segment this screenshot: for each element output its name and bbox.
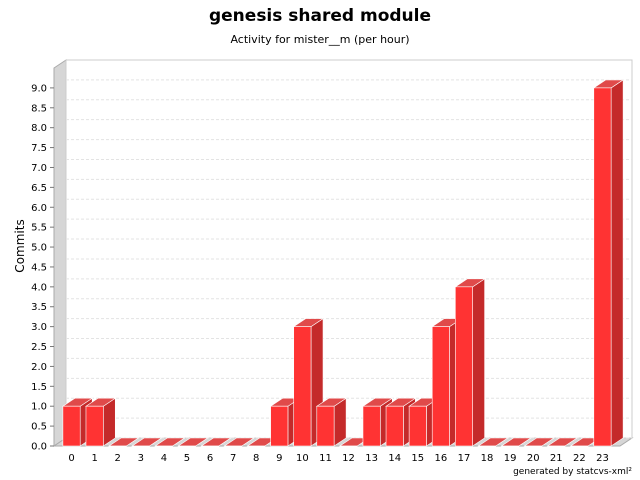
y-tick-label: 1.5 [31, 382, 47, 393]
y-tick-label: 3.5 [31, 302, 47, 313]
x-tick-label: 17 [458, 453, 471, 464]
bar-front [524, 445, 543, 447]
bar-front [131, 445, 150, 447]
bar-front [362, 405, 381, 447]
x-tick-label: 3 [138, 453, 144, 464]
bar-front [455, 286, 473, 447]
y-tick-label: 7.5 [31, 143, 47, 154]
y-tick-label: 5.0 [31, 243, 47, 254]
chart-subtitle: Activity for mister__m (per hour) [230, 33, 410, 46]
bars [61, 79, 625, 447]
y-tick-label: 8.0 [31, 123, 47, 134]
y-tick-label: 4.0 [31, 282, 47, 293]
x-tick-label: 14 [388, 453, 401, 464]
x-axis-ticks: 0 1 2 3 4 5 6 7 8 9 10 11 12 13 14 15 16 17 18 19 20 21 22 23 [68, 453, 608, 464]
bar-6 [200, 437, 232, 447]
y-tick-label: 2.0 [31, 362, 47, 373]
bar-front [316, 405, 335, 447]
x-tick-label: 18 [481, 453, 494, 464]
x-tick-label: 12 [342, 453, 355, 464]
side-wall [53, 59, 67, 447]
bar-front [270, 405, 289, 447]
bar-23 [592, 79, 625, 447]
y-axis-ticks: 0.0 0.5 1.0 1.5 2.0 2.5 3.0 3.5 4.0 4.5 5.0 5.5 6.0 6… [31, 83, 54, 453]
bar-front [408, 405, 427, 447]
bar-11 [315, 397, 348, 447]
y-tick-label: 0.5 [31, 422, 47, 433]
y-tick-label: 9.0 [31, 83, 47, 94]
x-tick-label: 0 [68, 453, 74, 464]
y-tick-label: 0.0 [31, 442, 47, 453]
x-tick-label: 19 [504, 453, 517, 464]
bar-front [108, 445, 127, 447]
x-tick-label: 10 [296, 453, 309, 464]
bar-3 [131, 437, 163, 447]
bar-21 [546, 437, 578, 447]
bar-front [62, 405, 81, 447]
bar-front [570, 445, 589, 447]
bar-side [333, 397, 347, 447]
bar-front [593, 87, 612, 447]
bar-front [201, 445, 219, 447]
x-tick-label: 15 [411, 453, 424, 464]
x-tick-label: 16 [435, 453, 448, 464]
x-tick-label: 2 [115, 453, 121, 464]
plot-backdrop [52, 59, 634, 447]
x-tick-label: 21 [550, 453, 563, 464]
bar-front [154, 445, 173, 447]
bar-front [431, 326, 450, 447]
y-tick-label: 6.0 [31, 203, 47, 214]
generator-credit: generated by statcvs-xml² [513, 467, 632, 477]
y-tick-label: 4.5 [31, 262, 47, 273]
y-tick-label: 5.5 [31, 223, 47, 234]
bar-side [102, 397, 116, 447]
bar-5 [177, 437, 209, 447]
bar-20 [523, 437, 555, 447]
bar-front [547, 445, 566, 447]
y-tick-label: 2.5 [31, 342, 47, 353]
bar-17 [454, 278, 486, 447]
bar-2 [108, 437, 140, 447]
y-tick-label: 8.5 [31, 103, 47, 114]
bar-front [501, 445, 520, 447]
x-tick-label: 22 [573, 453, 586, 464]
x-tick-label: 8 [253, 453, 259, 464]
bar-front [385, 405, 404, 447]
x-tick-label: 9 [276, 453, 282, 464]
x-tick-label: 1 [91, 453, 97, 464]
bar-front [339, 445, 358, 447]
bar-front [478, 445, 496, 447]
bar-7 [223, 437, 255, 447]
x-tick-label: 23 [596, 453, 609, 464]
y-tick-label: 7.0 [31, 163, 47, 174]
bar-19 [500, 437, 532, 447]
x-tick-label: 13 [365, 453, 378, 464]
bar-front [178, 445, 196, 447]
bar-front [247, 445, 266, 447]
y-tick-label: 1.0 [31, 402, 47, 413]
back-wall [65, 59, 633, 439]
bar-front [224, 445, 243, 447]
bar-front [293, 326, 312, 447]
x-tick-label: 4 [161, 453, 167, 464]
bar-4 [154, 437, 186, 447]
y-tick-label: 3.0 [31, 322, 47, 333]
x-tick-label: 6 [207, 453, 213, 464]
gridlines [66, 79, 632, 439]
x-tick-label: 5 [184, 453, 190, 464]
x-tick-label: 11 [319, 453, 332, 464]
y-axis-label: Commits [13, 219, 27, 272]
x-tick-label: 20 [527, 453, 540, 464]
bar-side [610, 79, 624, 447]
chart-title: genesis shared module [208, 6, 432, 26]
bar-1 [84, 397, 117, 447]
bar-front [85, 405, 104, 447]
bar-18 [477, 437, 509, 447]
y-tick-label: 6.5 [31, 183, 47, 194]
bar-12 [338, 437, 371, 447]
bar-side [472, 278, 485, 447]
x-tick-label: 7 [230, 453, 236, 464]
